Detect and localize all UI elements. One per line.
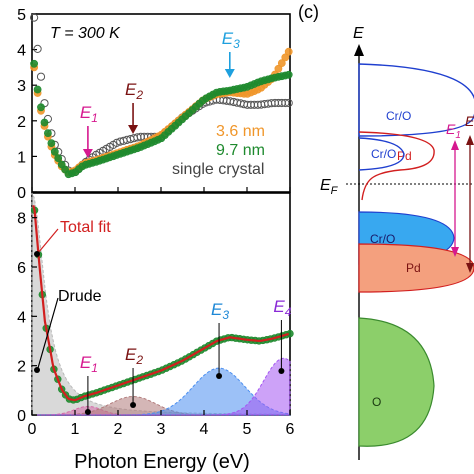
series-9.7-nm: [30, 59, 293, 179]
bottom-xtick-label: 5: [243, 421, 252, 438]
total-fit-pointer: [37, 228, 59, 254]
component-E3: [32, 367, 291, 416]
transition-e2-head-bottom: [466, 263, 474, 273]
bottom-peak-dot: [84, 409, 91, 415]
band-diagram: (c) E EF Cr/O Pd Cr/O Cr/O Pd O E1 E: [298, 2, 474, 460]
top-ticks: 0 1 2 3 4 5: [17, 7, 291, 202]
transition-e2-label: E: [465, 113, 474, 129]
bottom-xtick-label: 1: [71, 421, 80, 438]
bottom-peak-dot: [278, 368, 285, 374]
data-point: [274, 64, 283, 73]
bottom-panel: 0 2 4 6 8 0 1 2 3 4 5 6 E1 E2 E3 E4 Total fit Drude Ph…: [17, 192, 295, 473]
bottom-ytick-label: 0: [17, 408, 26, 425]
top-peak-arrowhead: [128, 125, 139, 134]
bottom-xtick-label: 3: [157, 421, 166, 438]
data-point: [30, 59, 38, 68]
bottom-peak-label: E4: [273, 297, 291, 319]
data-point: [277, 59, 286, 67]
bottom-peak-dot: [130, 402, 137, 408]
top-peak-arrowhead: [224, 69, 235, 78]
data-point: [54, 154, 63, 162]
bottom-ticks: 0 2 4 6 8 0 1 2 3 4 5 6: [17, 211, 294, 438]
data-point: [281, 53, 290, 62]
top-ytick-label: 4: [17, 43, 26, 60]
band-pd-filled-label: Pd: [406, 261, 421, 275]
panel-label-c: (c): [298, 2, 319, 22]
temperature-annotation: T = 300 K: [50, 25, 121, 42]
bottom-peak-dot: [216, 373, 223, 379]
x-axis-label: Photon Energy (eV): [74, 451, 250, 473]
top-peak-label: E3: [222, 29, 240, 51]
band-o-label: O: [372, 395, 381, 409]
drude-dot: [34, 367, 40, 373]
energy-axis-label: E: [353, 25, 364, 42]
top-ytick-label: 1: [17, 149, 26, 166]
bottom-peak-label: E1: [80, 353, 98, 375]
band-cr-o-small: [358, 137, 405, 171]
fermi-level-label: EF: [320, 177, 339, 197]
band-cr-o-small-label: Cr/O: [371, 147, 396, 161]
bottom-peak-labels: E1 E2 E3 E4: [80, 297, 292, 415]
legend-3-6nm: 3.6 nm: [216, 123, 265, 140]
data-point: [284, 47, 293, 56]
top-ytick-label: 2: [17, 114, 26, 131]
component-fills: [31, 192, 291, 416]
energy-axis-arrowhead: [354, 44, 364, 56]
data-point: [40, 118, 49, 127]
bottom-xtick-label: 6: [286, 421, 295, 438]
bottom-xtick-label: 0: [28, 421, 37, 438]
data-point: [33, 85, 42, 94]
drude-pointer: [37, 297, 59, 369]
top-series-layer: [29, 13, 293, 179]
data-point: [33, 44, 42, 54]
bottom-peak-label: E2: [125, 345, 143, 367]
total-fit-line: [32, 205, 289, 402]
legend-single-crystal: single crystal: [172, 161, 264, 178]
data-point: [50, 147, 59, 156]
top-peak-label: E1: [80, 103, 98, 125]
top-peak-labels: E1 E2 E3: [80, 29, 240, 158]
band-cr-o-upper: [358, 63, 474, 137]
bottom-ytick-label: 4: [17, 309, 26, 326]
top-peak-label: E2: [125, 80, 143, 102]
top-ytick-label: 3: [17, 78, 26, 95]
band-cr-o-filled-label: Cr/O: [370, 232, 395, 246]
band-cr-o-upper-label: Cr/O: [386, 109, 411, 123]
band-pd-upper: [358, 131, 435, 201]
drude-label: Drude: [58, 288, 102, 305]
data-point: [36, 72, 46, 81]
band-o: [358, 317, 435, 447]
data-point: [37, 103, 45, 112]
bottom-peak-label: E3: [211, 300, 229, 322]
transition-e2-head-top: [466, 135, 474, 145]
top-ytick-label: 5: [17, 7, 26, 24]
legend-9-7nm: 9.7 nm: [216, 142, 265, 159]
total-fit-label: Total fit: [60, 219, 111, 236]
data-point: [47, 139, 56, 147]
data-point: [284, 70, 293, 79]
transition-e1-head-bottom: [451, 247, 459, 257]
component-E4: [32, 357, 291, 416]
bottom-ytick-label: 6: [17, 260, 26, 277]
data-point: [281, 98, 290, 108]
transition-e1-label: E1: [446, 121, 461, 141]
top-peak-arrowhead: [82, 149, 93, 158]
bottom-xtick-label: 2: [114, 421, 123, 438]
bottom-xtick-label: 4: [200, 421, 209, 438]
data-point: [44, 129, 52, 137]
bottom-ytick-label: 2: [17, 359, 26, 376]
transition-e1-head-top: [451, 140, 459, 150]
bottom-ytick-label: 8: [17, 211, 26, 228]
total-fit-dot: [34, 251, 40, 257]
data-point: [284, 98, 293, 108]
top-ytick-label: 0: [17, 185, 26, 202]
data-point: [29, 13, 39, 22]
top-panel: 0 1 2 3 4 5 T = 300 K 3.6 nm 9.7 nm single cr…: [17, 7, 293, 202]
